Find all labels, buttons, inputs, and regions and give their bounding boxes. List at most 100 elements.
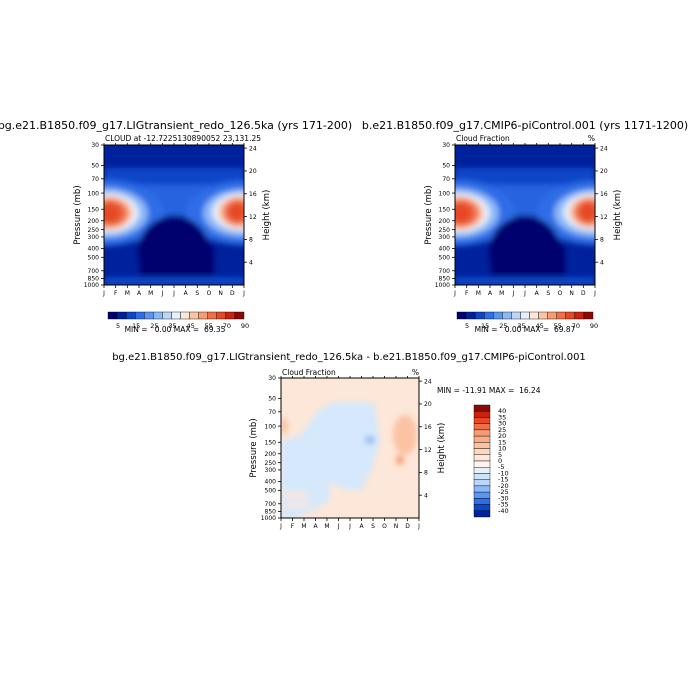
colorbar-swatch (473, 448, 491, 455)
panel-2-minmax: MIN = 0.00 MAX = 69.87 (475, 325, 576, 334)
colorbar-label: 70 (572, 322, 580, 330)
panel-1-height-axis-title: Height (km) (262, 190, 272, 241)
y-tick-label: 700 (88, 268, 100, 275)
y-tick-label: 250 (88, 227, 100, 234)
y-tick-label: 50 (268, 396, 276, 403)
x-tick-label: N (569, 290, 574, 297)
x-tick-label: M (324, 523, 329, 530)
x-tick-label: J (279, 523, 282, 530)
y-tick-label: 50 (91, 163, 99, 170)
x-tick-label: A (535, 290, 540, 297)
panel-2-contour-field (455, 145, 595, 285)
colorbar-swatch (565, 311, 576, 320)
y2-tick-label: 16 (600, 191, 608, 198)
colorbar-swatch (502, 311, 512, 320)
y2-tick-label: 24 (424, 378, 432, 385)
x-tick-label: D (581, 290, 586, 297)
colorbar-label: 0 (498, 457, 502, 465)
y2-tick-label: 4 (424, 492, 428, 499)
colorbar-label: 30 (498, 420, 506, 428)
colorbar-label: 90 (241, 322, 249, 330)
panel-1-units-label: 23,131.25 (223, 134, 261, 143)
y-tick-label: 400 (265, 479, 277, 486)
colorbar-swatch (511, 311, 521, 320)
y2-tick-label: 8 (249, 237, 253, 244)
panel-1-contour-field (104, 145, 244, 285)
x-tick-label: J (523, 290, 526, 297)
colorbar-swatch (538, 311, 548, 320)
colorbar-swatch (474, 311, 485, 320)
y2-tick-label: 12 (249, 214, 257, 221)
colorbar-swatch (473, 467, 491, 474)
panel-3-contour-field (281, 378, 419, 518)
y2-tick-label: 20 (600, 168, 608, 175)
panel-3-axes: J F M A M J J A S O N D J305070100150200250300400500… (261, 375, 432, 530)
y-tick-label: 1000 (84, 282, 99, 289)
y-tick-label: 150 (88, 206, 100, 213)
y-tick-label: 30 (268, 375, 276, 382)
x-tick-label: S (195, 290, 199, 297)
x-tick-label: M (499, 290, 504, 297)
panel-3-minmax: MIN = -11.91 MAX = 16.24 (437, 386, 541, 395)
panel-1-ylabel-group: Pressure (mb) Height (km) (73, 185, 272, 244)
x-tick-label: J (348, 523, 351, 530)
y-tick-label: 150 (265, 439, 277, 446)
y2-tick-label: 16 (249, 191, 257, 198)
y2-tick-label: 8 (600, 237, 604, 244)
panel-2-axes: J F M A M J J A S O N D J305070100150200250300400500… (435, 142, 608, 297)
colorbar-swatch (473, 442, 491, 449)
colorbar-label: 70 (223, 322, 231, 330)
y2-tick-label: 16 (424, 424, 432, 431)
panel-2-colorbar: 5 15 25 35 45 55 70 90 (456, 311, 598, 330)
y-tick-label: 850 (88, 276, 100, 283)
y-tick-label: 850 (265, 509, 277, 516)
colorbar-swatch (473, 404, 491, 412)
colorbar-swatch (125, 311, 136, 320)
x-tick-label: D (230, 290, 235, 297)
x-tick-label: F (291, 523, 295, 530)
y-tick-label: 1000 (435, 282, 450, 289)
colorbar-label: 5 (116, 322, 120, 330)
x-tick-label: A (488, 290, 493, 297)
colorbar-swatch (574, 311, 585, 320)
y-tick-label: 500 (439, 255, 451, 262)
colorbar-label: 5 (465, 322, 469, 330)
x-tick-label: J (172, 290, 175, 297)
panel-2-units-label: % (588, 134, 595, 143)
colorbar-swatch (473, 479, 491, 487)
y-tick-label: 1000 (261, 515, 276, 522)
x-tick-label: M (125, 290, 130, 297)
colorbar-swatch (162, 311, 172, 320)
colorbar-label: 15 (132, 322, 140, 330)
y-tick-label: 100 (439, 190, 451, 197)
panel-3-variable-label: Cloud Fraction (282, 368, 336, 377)
y-tick-label: 250 (265, 460, 277, 467)
panel-2-ylabel-group: Pressure (mb) Height (km) (424, 185, 623, 244)
colorbar-label: 5 (498, 451, 502, 459)
y-tick-label: 150 (439, 206, 451, 213)
y-tick-label: 850 (439, 276, 451, 283)
panel-1-colorbar: 5 15 25 35 45 55 70 90 (107, 311, 249, 330)
colorbar-swatch (556, 311, 567, 320)
x-tick-label: A (184, 290, 189, 297)
colorbar-swatch (234, 311, 245, 320)
x-tick-label: F (114, 290, 118, 297)
colorbar-swatch (473, 423, 491, 431)
colorbar-swatch (116, 311, 127, 320)
panel-3-title: bg.e21.B1850.f09_g17.LIGtransient_redo_1… (112, 352, 586, 363)
colorbar-swatch (529, 311, 539, 320)
panel-3-pressure-axis-title: Pressure (mb) (249, 418, 259, 477)
colorbar-swatch (473, 429, 491, 437)
colorbar-swatch (583, 311, 594, 320)
y-tick-label: 700 (265, 501, 277, 508)
colorbar-label: 55 (205, 322, 213, 330)
x-tick-label: J (337, 523, 340, 530)
y-tick-label: 250 (439, 227, 451, 234)
y-tick-label: 700 (439, 268, 451, 275)
x-tick-label: F (465, 290, 469, 297)
colorbar-label: 15 (481, 322, 489, 330)
colorbar-swatch (465, 311, 476, 320)
y2-tick-label: 20 (249, 168, 257, 175)
